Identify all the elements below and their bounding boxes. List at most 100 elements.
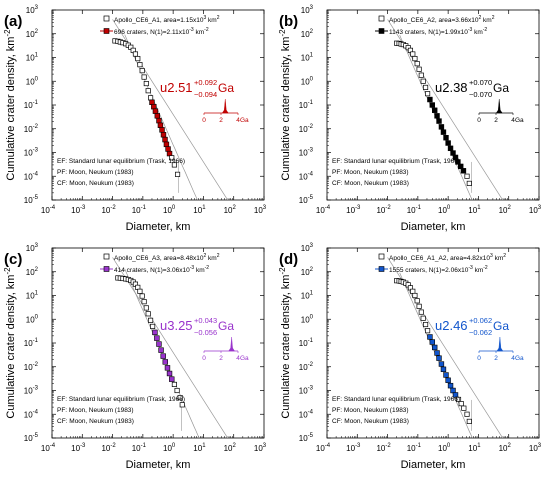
x-tick-label: 10-2 — [376, 205, 391, 215]
equilibrium-line — [387, 257, 504, 438]
reference-curves — [112, 257, 229, 438]
data-point — [141, 299, 147, 305]
legend-line2: 696 craters, N(1)=2.11x10-3 km-2 — [114, 27, 209, 36]
x-tick-label: 100 — [438, 443, 451, 453]
data-point — [137, 288, 143, 294]
age-plus: +0.070 — [469, 78, 492, 87]
note-text: CF: Moon, Neukum (1983) — [57, 180, 134, 187]
data-point — [412, 292, 418, 299]
data-point — [171, 381, 177, 387]
x-tick-label: 101 — [193, 205, 206, 215]
x-tick-label: 102 — [499, 205, 512, 215]
fit-data-point — [434, 350, 440, 356]
fit-data-point — [445, 140, 451, 146]
y-tick-label: 10-2 — [24, 124, 39, 134]
x-tick-label: 102 — [224, 205, 237, 215]
data-point — [135, 56, 141, 62]
data-point — [414, 61, 420, 67]
x-tick-label: 101 — [468, 205, 481, 215]
y-tick-label: 10-2 — [299, 124, 314, 134]
x-tick-label: 103 — [529, 205, 542, 215]
age-plus: +0.092 — [194, 78, 217, 87]
data-point — [171, 162, 177, 168]
fit-data-point — [158, 347, 164, 353]
fit-data-point — [429, 339, 436, 345]
x-tick-label: 10-3 — [346, 443, 361, 453]
y-tick-label: 10-4 — [299, 409, 314, 419]
x-tick-label: 10-1 — [407, 443, 422, 453]
note-text: PF: Moon, Neukum (1983) — [57, 407, 134, 414]
legend-marker-open — [378, 15, 385, 22]
legend-marker-filled — [103, 266, 110, 272]
y-tick-label: 10-3 — [299, 386, 314, 396]
y-tick-label: 10-5 — [24, 195, 39, 205]
y-tick-label: 10-5 — [24, 433, 39, 443]
legend-line1: Apollo_CE6_A2, area=3.66x102 km2 — [389, 15, 495, 24]
data-point — [458, 401, 464, 407]
fit-data-point — [440, 129, 447, 135]
fit-data-point — [438, 361, 445, 367]
fit-data-point — [429, 102, 436, 108]
data-point — [148, 317, 154, 323]
pdf-peak — [496, 336, 504, 352]
y-tick-label: 100 — [301, 314, 314, 324]
x-tick-label: 10-3 — [346, 205, 361, 215]
fit-data-point — [440, 366, 447, 373]
legend-line1: Apollo_CE6_A3, area=8.48x102 km2 — [114, 253, 220, 262]
fit-data-point — [438, 124, 445, 130]
fit-data-point — [434, 113, 440, 119]
legend-line2: 1555 craters, N(1)=2.06x10-3 km-2 — [389, 265, 488, 274]
data-point — [148, 95, 154, 101]
pdf-tick-label: 2 — [494, 117, 498, 124]
y-tick-label: 103 — [301, 243, 314, 253]
note-text: EF: Standard lunar equilibrium (Trask, 1… — [57, 396, 185, 403]
legend-line2: 414 craters, N(1)=3.06x10-3 km-2 — [114, 265, 209, 274]
pdf-peak — [228, 336, 235, 352]
reference-curves — [387, 19, 504, 200]
data-point — [410, 288, 416, 294]
pdf-tick-label: 0 — [477, 355, 481, 362]
pdf-tick-label: 2 — [219, 355, 223, 362]
data-point — [139, 68, 145, 74]
fit-data-point — [447, 145, 454, 152]
fit-data-point — [169, 376, 175, 382]
note-text: EF: Standard lunar equilibrium (Trask, 1… — [57, 158, 185, 165]
pdf-tick-label: 4 — [236, 117, 240, 124]
legend-marker-filled — [103, 28, 110, 34]
chart-panel: (a)10-4 10-3 10-2 10-1 100 101 102 10310-510-41… — [3, 5, 267, 233]
data-point — [141, 74, 147, 80]
data-point — [414, 298, 420, 304]
fit-data-point — [443, 134, 449, 141]
data-point — [177, 395, 183, 401]
y-tick-label: 10-4 — [24, 409, 39, 419]
x-tick-label: 10-4 — [41, 443, 56, 453]
pdf-unit: Ga — [515, 355, 524, 362]
fit-data-point — [160, 132, 167, 138]
y-tick-label: 10-1 — [299, 338, 314, 348]
data-point — [418, 309, 424, 315]
fit-data-point — [166, 370, 173, 377]
fit-data-point — [162, 359, 168, 365]
fit-data-point — [162, 136, 168, 143]
data-point — [410, 51, 416, 57]
x-tick-label: 101 — [468, 443, 481, 453]
x-tick-label: 101 — [193, 443, 206, 453]
note-text: EF: Standard lunar equilibrium (Trask, 1… — [332, 158, 460, 165]
x-tick-label: 10-2 — [101, 443, 116, 453]
x-tick-label: 10-3 — [71, 205, 86, 215]
pdf-tick-label: 0 — [202, 355, 206, 362]
data-point — [420, 78, 426, 84]
age-minus: −0.070 — [469, 90, 492, 99]
pdf-tick-label: 0 — [477, 117, 481, 124]
pdf-tick-label: 4 — [236, 355, 240, 362]
age-minus: −0.094 — [194, 90, 217, 99]
panel-label: (c) — [4, 251, 22, 268]
data-point — [423, 84, 429, 90]
age-unit: Ga — [493, 319, 509, 333]
y-tick-label: 10-4 — [24, 171, 39, 181]
data-point — [418, 72, 424, 78]
x-tick-label: 10-4 — [316, 443, 331, 453]
data-point — [464, 173, 470, 179]
x-tick-label: 10-1 — [132, 443, 147, 453]
fit-data-point — [165, 146, 171, 152]
